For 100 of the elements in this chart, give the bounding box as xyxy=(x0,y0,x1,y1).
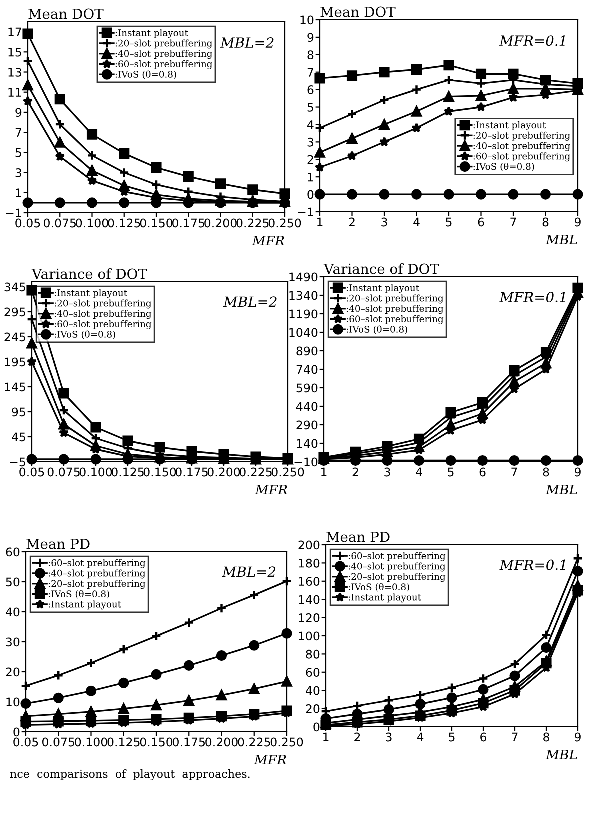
legend-label: :40–slot prebuffering xyxy=(348,562,446,572)
x-tick-label: 5 xyxy=(448,468,454,477)
x-tick-label: 0.125 xyxy=(108,738,140,747)
x-tick-label: 3 xyxy=(382,218,388,227)
x-tick-label: 1 xyxy=(324,732,329,742)
x-axis-title: MBL xyxy=(546,750,578,760)
x-tick-label: 8 xyxy=(543,468,550,477)
y-tick-label: 1490 xyxy=(290,272,318,282)
x-tick-label: 0.175 xyxy=(173,738,205,747)
x-tick-label: 0.075 xyxy=(44,218,76,228)
x-tick-label: 0.05 xyxy=(14,738,38,747)
y-tick-label: 7 xyxy=(16,128,22,138)
y-tick-label: 9 xyxy=(308,33,314,42)
x-tick-label: 0.250 xyxy=(268,218,302,228)
legend-label: :Instant playout xyxy=(48,600,122,610)
y-tick-label: 40 xyxy=(306,686,320,696)
y-tick-label: 95 xyxy=(12,408,26,417)
y-tick-label: 20 xyxy=(306,704,320,714)
legend-label: :20–slot prebuffering xyxy=(346,294,444,304)
y-tick-label: −10 xyxy=(294,458,318,467)
x-tick-label: 9 xyxy=(574,218,581,227)
chart-title: Mean PD xyxy=(326,532,390,542)
x-tick-label: 4 xyxy=(414,218,420,227)
x-tick-label: 0.100 xyxy=(76,218,108,228)
legend-label: :Instant playout xyxy=(54,289,128,298)
y-tick-label: 45 xyxy=(12,432,26,442)
y-tick-label: −1 xyxy=(298,208,314,216)
y-tick-label: 120 xyxy=(299,614,320,622)
legend-label: :20–slot prebuffering xyxy=(116,40,212,49)
y-tick-label: 2 xyxy=(308,155,314,164)
x-tick-label: 0.200 xyxy=(208,468,240,477)
x-tick-label: 3 xyxy=(386,732,392,742)
x-tick-label: 0.150 xyxy=(140,218,173,228)
x-tick-label: 6 xyxy=(478,218,484,227)
legend-label: :Instant playout xyxy=(348,594,422,603)
x-tick-label: 4 xyxy=(416,468,422,477)
x-tick-label: 6 xyxy=(480,468,486,477)
legend-label: :60–slot prebuffering xyxy=(54,320,152,330)
x-tick-label: 2 xyxy=(354,732,360,742)
chart-title: Mean DOT xyxy=(28,8,104,20)
x-tick-label: 8 xyxy=(544,732,550,742)
y-tick-label: 160 xyxy=(299,577,320,586)
y-tick-label: 7 xyxy=(308,68,314,77)
legend-label: :IVoS (θ=0.8) xyxy=(54,330,116,340)
x-tick-label: 0.200 xyxy=(204,218,237,228)
y-tick-label: 290 xyxy=(296,420,318,430)
legend-label: :60–slot prebuffering xyxy=(116,60,212,70)
y-tick-label: 1340 xyxy=(290,291,318,300)
legend-label: :IVoS (θ=0.8) xyxy=(48,590,110,599)
y-tick-label: 295 xyxy=(4,308,26,317)
y-tick-label: 50 xyxy=(6,578,20,587)
y-tick-label: 40 xyxy=(6,608,20,617)
y-tick-label: 15 xyxy=(8,48,22,57)
x-axis-title: MBL xyxy=(546,484,578,495)
legend-label: :Instant playout xyxy=(474,122,546,131)
y-tick-label: 0 xyxy=(314,722,320,732)
legend-label: :60–slot prebuffering xyxy=(474,152,570,162)
y-tick-label: 1 xyxy=(16,188,22,198)
y-tick-label: 5 xyxy=(308,103,314,112)
y-tick-label: 20 xyxy=(6,668,20,677)
annotation: MFR=0.1 xyxy=(500,292,566,303)
x-tick-label: 0.225 xyxy=(240,468,272,477)
x-tick-label: 4 xyxy=(417,732,424,742)
legend-label: :60–slot prebuffering xyxy=(48,559,146,568)
x-axis-title: MBL xyxy=(546,234,578,245)
y-tick-label: 180 xyxy=(299,558,320,568)
y-tick-label: −5 xyxy=(10,458,26,467)
y-tick-label: 3 xyxy=(16,168,22,178)
y-tick-label: 145 xyxy=(5,382,26,392)
y-tick-label: 60 xyxy=(6,548,20,557)
y-tick-label: 590 xyxy=(296,384,318,393)
y-tick-label: 4 xyxy=(308,120,314,130)
y-tick-label: 200 xyxy=(298,540,320,550)
x-tick-label: 0.150 xyxy=(140,738,173,747)
legend-label: :20–slot prebuffering xyxy=(474,132,570,141)
y-tick-label: 1190 xyxy=(290,310,318,319)
y-tick-label: 5 xyxy=(16,148,22,158)
x-tick-label: 9 xyxy=(574,732,581,742)
x-axis-title: MFR xyxy=(252,236,285,246)
legend-label: :40–slot prebuffering xyxy=(48,570,146,579)
x-tick-label: 8 xyxy=(542,218,549,227)
x-tick-label: 0.225 xyxy=(236,218,269,228)
legend-label: :Instant playout xyxy=(346,284,420,294)
y-tick-label: −1 xyxy=(6,208,22,218)
x-tick-label: 0.200 xyxy=(206,738,238,747)
legend-label: :40–slot prebuffering xyxy=(346,305,444,314)
y-tick-label: 11 xyxy=(8,88,22,97)
annotation: MBL=2 xyxy=(222,566,276,577)
x-tick-label: 0.150 xyxy=(144,468,176,477)
y-tick-label: 740 xyxy=(296,365,318,374)
x-tick-label: 0.125 xyxy=(112,468,144,477)
y-tick-label: 10 xyxy=(300,16,314,25)
y-tick-label: 6 xyxy=(308,86,314,94)
x-axis-title: MFR xyxy=(254,754,287,765)
x-tick-label: 6 xyxy=(480,732,487,742)
x-tick-label: 9 xyxy=(574,468,581,477)
annotation: MBL=2 xyxy=(223,296,277,307)
x-tick-label: 7 xyxy=(512,468,518,477)
y-tick-label: 195 xyxy=(5,358,26,367)
y-tick-label: 60 xyxy=(306,668,320,678)
